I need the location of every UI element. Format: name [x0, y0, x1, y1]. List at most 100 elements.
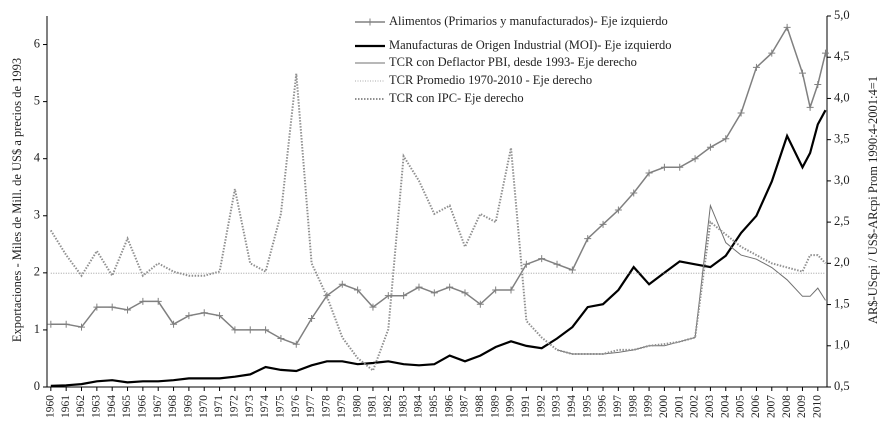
point-marker	[415, 283, 423, 291]
x-tick-label: 1963	[90, 395, 102, 418]
point-marker	[461, 289, 469, 297]
point-marker	[108, 303, 116, 311]
y2-tick-label: 0,5	[834, 379, 850, 393]
x-tick-label: 1985	[428, 395, 440, 418]
point-marker	[584, 235, 592, 243]
point-marker	[47, 320, 55, 328]
point-marker	[124, 306, 132, 314]
point-marker	[706, 143, 714, 151]
legend-marker	[366, 18, 374, 26]
point-marker	[185, 312, 193, 320]
x-tick-label: 1984	[413, 395, 425, 418]
point-marker	[292, 340, 300, 348]
point-marker	[783, 23, 791, 31]
x-tick-label: 2010	[811, 395, 823, 418]
series-line	[49, 73, 827, 373]
point-marker	[630, 189, 638, 197]
point-marker	[323, 292, 331, 300]
point-marker	[400, 292, 408, 300]
y2-tick-label: 1,5	[834, 296, 850, 310]
x-tick-label: 1968	[167, 395, 179, 418]
point-marker	[599, 220, 607, 228]
y2-tick-label: 1,0	[834, 338, 850, 352]
x-tick-label: 1969	[183, 395, 195, 418]
legend-label: TCR Promedio 1970-2010 - Eje derecho	[389, 73, 592, 87]
point-marker	[200, 309, 208, 317]
legend-label: TCR con IPC- Eje derecho	[389, 91, 524, 105]
point-marker	[78, 323, 86, 331]
x-tick-label: 1983	[397, 395, 409, 418]
y-tick-label: 6	[34, 36, 40, 50]
x-tick-label: 1996	[597, 395, 609, 418]
point-marker	[170, 320, 178, 328]
y2-tick-label: 5,0	[834, 8, 850, 22]
x-tick-label: 1991	[520, 395, 532, 418]
y-tick-label: 0	[34, 379, 40, 393]
point-marker	[476, 300, 484, 308]
x-tick-label: 2003	[704, 395, 716, 418]
x-tick-label: 1977	[305, 395, 317, 418]
y-tick-label: 2	[34, 265, 40, 279]
x-tick-label: 1961	[60, 395, 72, 418]
y-tick-label: 3	[34, 208, 40, 222]
x-tick-label: 1987	[459, 395, 471, 418]
point-marker	[93, 303, 101, 311]
y2-tick-label: 4,5	[834, 49, 850, 63]
x-tick-label: 1965	[121, 395, 133, 418]
point-marker	[154, 297, 162, 305]
y2-tick-label: 3,0	[834, 173, 850, 187]
point-marker	[798, 69, 806, 77]
x-tick-label: 1980	[351, 395, 363, 418]
point-marker	[338, 280, 346, 288]
x-tick-label: 1960	[44, 395, 56, 418]
point-marker	[231, 326, 239, 334]
x-tick-label: 1993	[551, 395, 563, 418]
point-marker	[246, 326, 254, 334]
point-marker	[737, 109, 745, 117]
x-tick-label: 1974	[259, 395, 271, 418]
point-marker	[369, 303, 377, 311]
point-marker	[507, 286, 515, 294]
x-tick-label: 1995	[581, 395, 593, 418]
x-tick-label: 2002	[689, 395, 701, 418]
series-line	[50, 109, 827, 387]
x-tick-label: 1964	[106, 395, 118, 418]
x-tick-label: 1978	[321, 395, 333, 418]
x-tick-label: 2008	[781, 395, 793, 418]
point-marker	[645, 169, 653, 177]
point-marker	[752, 63, 760, 71]
x-tick-label: 1971	[213, 395, 225, 418]
y2-axis-label: AR$-UScpi / US$-ARcpi Prom 1990:4-2001:4…	[866, 76, 880, 324]
x-tick-label: 1962	[75, 395, 87, 418]
y2-tick-label: 4,0	[834, 90, 850, 104]
x-tick-label: 1966	[137, 395, 149, 418]
point-marker	[676, 163, 684, 171]
y2-tick-label: 2,5	[834, 214, 850, 228]
point-marker	[553, 260, 561, 268]
x-tick-label: 1967	[152, 395, 164, 418]
x-tick-label: 1976	[290, 395, 302, 418]
point-marker	[814, 80, 822, 88]
point-marker	[384, 292, 392, 300]
y-tick-label: 4	[34, 151, 41, 165]
point-marker	[821, 49, 829, 57]
x-tick-label: 1994	[566, 395, 578, 418]
point-marker	[522, 260, 530, 268]
x-tick-label: 1981	[367, 395, 379, 418]
y-axis-label: Exportaciones - Miles de Mill. de US$ a …	[10, 58, 24, 342]
point-marker	[768, 49, 776, 57]
x-tick-label: 1986	[443, 395, 455, 418]
point-marker	[308, 315, 316, 323]
point-marker	[446, 283, 454, 291]
point-marker	[806, 103, 814, 111]
point-marker	[216, 312, 224, 320]
y-tick-label: 1	[34, 322, 40, 336]
x-tick-label: 1998	[627, 395, 639, 418]
x-tick-label: 1990	[505, 395, 517, 418]
point-marker	[691, 155, 699, 163]
point-marker	[492, 286, 500, 294]
point-marker	[354, 286, 362, 294]
point-marker	[614, 206, 622, 214]
x-tick-label: 1970	[198, 395, 210, 418]
